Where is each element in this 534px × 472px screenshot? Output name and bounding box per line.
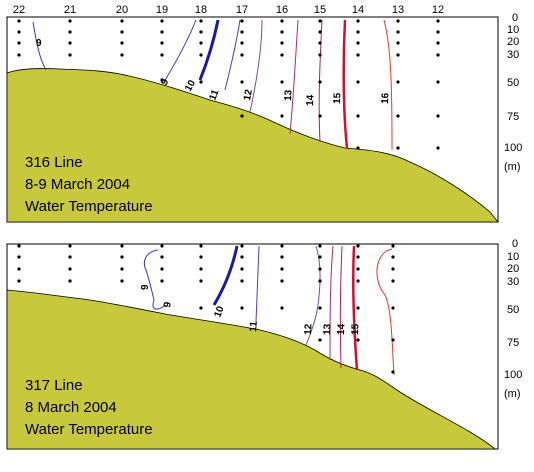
sample-points — [17, 244, 395, 374]
station-label: 20 — [116, 4, 128, 16]
seabed — [6, 68, 499, 223]
isotherm-label: 9 — [159, 77, 172, 88]
depth-axis: 0 10 20 30 50 75 100 (m) — [504, 238, 522, 400]
station-label: 19 — [156, 4, 168, 16]
isotherm-label: 15 — [332, 92, 343, 104]
isotherm-15 — [351, 245, 359, 371]
depth-tick: 20 — [507, 263, 519, 275]
depth-axis: 0 10 20 30 50 75 100 (m) — [504, 12, 522, 173]
isotherm-label: 9 — [162, 301, 174, 309]
depth-tick: 10 — [507, 251, 519, 263]
station-labels: 22 21 20 19 18 17 16 15 14 13 12 — [13, 4, 444, 16]
station-label: 16 — [276, 4, 288, 16]
isotherm-label: 15 — [350, 323, 361, 335]
isotherm-label: 12 — [242, 88, 255, 101]
isotherm-12 — [249, 19, 263, 113]
station-label: 15 — [314, 4, 326, 16]
isotherm-label: 10 — [212, 304, 226, 319]
depth-tick: 30 — [507, 49, 519, 61]
depth-tick: 20 — [507, 36, 519, 48]
isotherm-label: 9 — [36, 38, 42, 49]
isotherm-12 — [305, 245, 321, 346]
station-label: 22 — [13, 4, 25, 16]
section-date: 8-9 March 2004 — [25, 176, 130, 193]
isotherm-11 — [255, 245, 260, 323]
isotherm-9b — [163, 19, 197, 83]
depth-tick: 75 — [507, 337, 519, 349]
isotherm-label: 16 — [380, 92, 391, 104]
station-label: 18 — [195, 4, 207, 16]
isotherm-13 — [289, 19, 299, 135]
section-line: 316 Line — [25, 154, 83, 171]
seabed — [6, 289, 497, 450]
isotherm-label: 12 — [303, 323, 314, 335]
station-label: 21 — [64, 4, 76, 16]
depth-unit: (m) — [504, 388, 521, 400]
isotherm-15 — [342, 19, 349, 149]
isotherm-14 — [318, 19, 323, 143]
isotherm-10 — [212, 245, 239, 306]
depth-tick: 0 — [512, 238, 518, 250]
depth-tick: 100 — [504, 142, 522, 154]
isotherm-label: 10 — [183, 78, 198, 94]
isotherm-label: 11 — [248, 320, 260, 332]
section-variable: Water Temperature — [25, 198, 153, 215]
depth-unit: (m) — [504, 161, 521, 173]
station-label: 14 — [352, 4, 364, 16]
isotherm-label: 9 — [140, 284, 151, 290]
depth-tick: 0 — [512, 12, 518, 24]
isotherm-16 — [376, 248, 395, 376]
isotherm-9 — [143, 249, 166, 310]
isotherm-label: 11 — [207, 88, 221, 102]
isotherm-9a — [32, 21, 47, 71]
isotherm-11 — [224, 19, 241, 91]
depth-tick: 100 — [504, 369, 522, 381]
isotherm-14 — [339, 245, 343, 369]
isotherm-label: 14 — [336, 323, 347, 335]
section-variable: Water Temperature — [25, 421, 153, 438]
isotherm-13 — [329, 245, 334, 361]
sample-points — [17, 19, 440, 150]
depth-tick: 10 — [507, 24, 519, 36]
section-line: 317 Line — [25, 377, 83, 394]
depth-tick: 30 — [507, 276, 519, 288]
section-date: 8 March 2004 — [25, 399, 117, 416]
isotherm-label: 13 — [283, 89, 294, 101]
panel-316-line: 9 9 10 11 12 13 14 15 16 0 10 20 30 50 7… — [6, 12, 522, 223]
isotherm-label: 14 — [305, 94, 316, 106]
depth-tick: 50 — [507, 304, 519, 316]
station-label: 17 — [236, 4, 248, 16]
station-label: 13 — [392, 4, 404, 16]
station-label: 12 — [432, 4, 444, 16]
depth-tick: 75 — [507, 111, 519, 123]
isotherm-16 — [383, 19, 393, 151]
panel-317-line: 9 9 10 11 12 13 14 15 0 10 20 30 50 75 1… — [6, 238, 522, 450]
isotherm-10 — [198, 19, 220, 81]
isotherm-label: 13 — [322, 323, 333, 335]
depth-tick: 50 — [507, 77, 519, 89]
